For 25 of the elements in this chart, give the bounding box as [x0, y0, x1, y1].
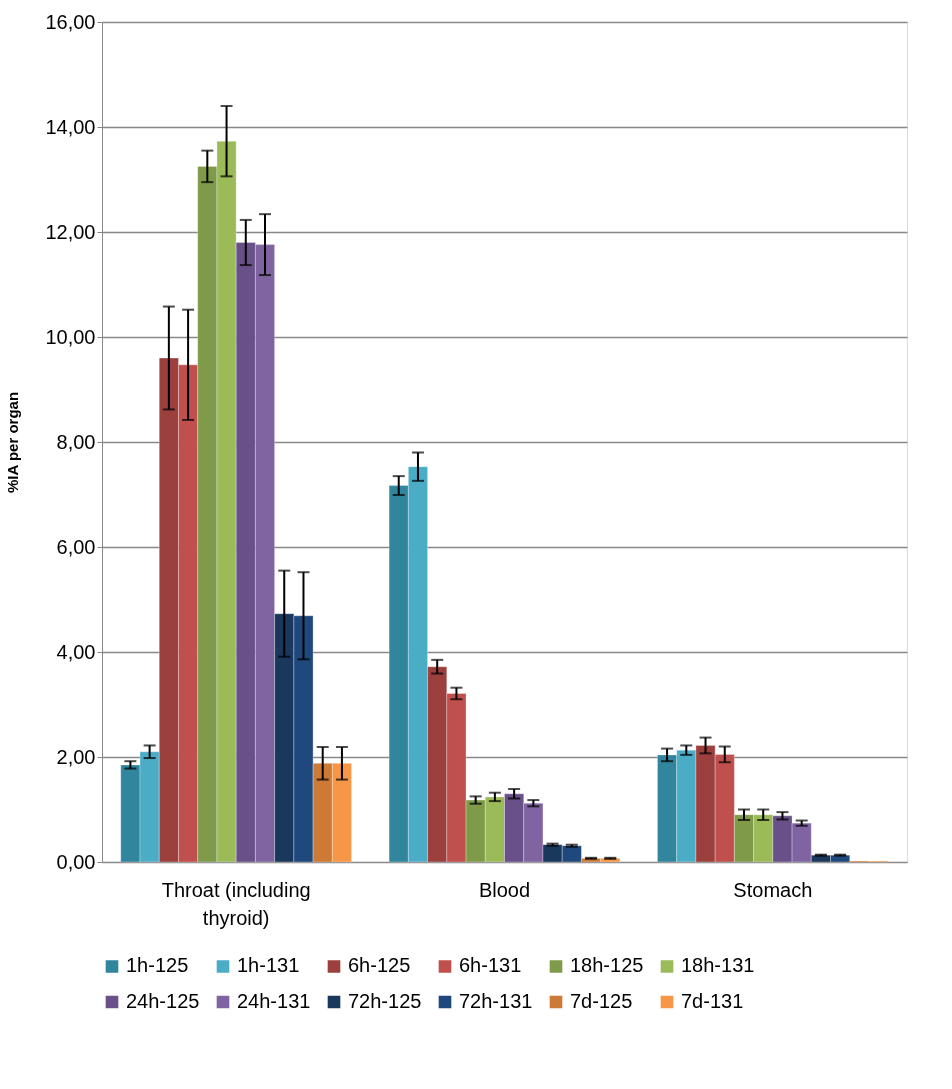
legend-label: 7d-125	[570, 990, 633, 1012]
x-tick-label: Stomach	[733, 878, 813, 901]
y-tick-label: 14,00	[45, 115, 96, 138]
y-tick-label: 10,00	[45, 325, 96, 348]
y-tick-label: 8,00	[56, 430, 96, 453]
legend-label: 18h-125	[570, 954, 644, 977]
y-tick-label: 12,00	[45, 220, 96, 243]
legend-label: 18h-131	[681, 954, 755, 977]
y-tick-label: 0,00	[56, 850, 96, 873]
y-axis-title: %IA per organ	[4, 391, 22, 494]
legend-label: 1h-125	[126, 954, 189, 977]
y-tick-label: 4,00	[56, 640, 96, 663]
legend-label: 24h-131	[237, 990, 311, 1012]
legend-label: 7d-131	[681, 990, 744, 1012]
legend-label: 6h-131	[459, 954, 522, 977]
legend-label: 6h-125	[348, 954, 411, 977]
legend-label: 72h-125	[348, 990, 422, 1012]
legend-label: 24h-125	[126, 990, 200, 1012]
y-tick-label: 16,00	[45, 10, 96, 33]
x-tick-label: Blood	[478, 878, 531, 901]
legend-label: 72h-131	[459, 990, 533, 1012]
y-tick-label: 6,00	[56, 535, 96, 558]
x-tick-label: Throat (including thyroid)	[161, 878, 311, 929]
legend-label: 1h-131	[237, 954, 300, 977]
y-tick-label: 2,00	[56, 745, 96, 768]
